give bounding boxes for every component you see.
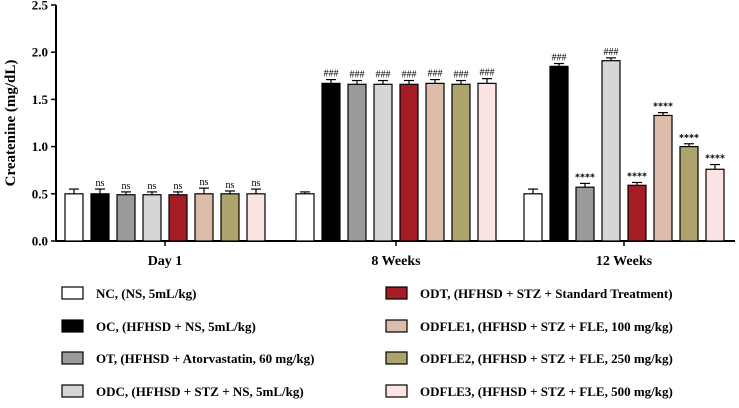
significance-label: ### — [604, 47, 619, 58]
bar — [347, 83, 367, 242]
bar — [373, 83, 393, 242]
significance-label: **** — [627, 171, 647, 182]
significance-label: ns — [174, 181, 183, 192]
legend-swatch — [61, 319, 84, 333]
significance-label: **** — [679, 133, 699, 144]
significance-label: ### — [376, 70, 391, 81]
bar — [321, 82, 341, 242]
bar — [679, 146, 699, 242]
legend-swatch — [61, 286, 84, 300]
y-tick-label: 1.0 — [32, 139, 48, 154]
bar — [451, 83, 471, 242]
legend-label: ODT, (HFHSD + STZ + Standard Treatment) — [420, 286, 673, 301]
legend-swatch — [385, 351, 408, 365]
significance-label: ns — [252, 178, 261, 189]
bar — [90, 193, 110, 242]
significance-label: ns — [122, 181, 131, 192]
x-tick-label: 8 Weeks — [371, 254, 421, 269]
bar — [477, 82, 497, 242]
significance-label: ns — [148, 181, 157, 192]
legend-label: ODFLE1, (HFHSD + STZ + FLE, 100 mg/kg) — [420, 319, 673, 334]
significance-label: ns — [200, 177, 209, 188]
legend-swatch — [61, 384, 84, 398]
bar — [168, 194, 188, 242]
legend-label: ODFLE3, (HFHSD + STZ + FLE, 500 mg/kg) — [420, 384, 673, 399]
bar — [627, 184, 647, 242]
legend-label: OT, (HFHSD + Atorvastatin, 60 mg/kg) — [96, 351, 314, 366]
bar — [246, 193, 266, 242]
legend-swatch — [385, 286, 408, 300]
legend-swatch — [385, 319, 408, 333]
bar — [194, 193, 214, 242]
bar — [64, 193, 84, 242]
significance-label: ### — [552, 53, 567, 64]
significance-label: **** — [575, 172, 595, 183]
bar — [116, 194, 136, 242]
y-axis-label: Createnine (mg/dL) — [3, 60, 19, 187]
bar — [523, 193, 543, 242]
bar — [425, 82, 445, 242]
legend-swatch — [61, 351, 84, 365]
bar — [295, 193, 315, 242]
legend-label: NC, (NS, 5mL/kg) — [96, 286, 196, 301]
x-tick-label: Day 1 — [148, 254, 183, 269]
bar — [705, 168, 725, 242]
significance-label: ns — [96, 178, 105, 189]
bar — [220, 193, 240, 242]
significance-label: ### — [350, 70, 365, 81]
y-tick-label: 2.5 — [32, 0, 49, 13]
significance-label: ### — [480, 68, 495, 79]
y-tick-label: 2.0 — [32, 45, 48, 60]
bar — [549, 65, 569, 242]
y-tick-label: 0.0 — [32, 234, 48, 249]
x-tick-label: 12 Weeks — [596, 254, 653, 269]
legend-swatch — [385, 384, 408, 398]
significance-label: ### — [324, 69, 339, 80]
significance-label: ### — [402, 70, 417, 81]
legend-label: ODC, (HFHSD + STZ + NS, 5mL/kg) — [96, 384, 304, 399]
legend-label: OC, (HFHSD + NS, 5mL/kg) — [96, 319, 256, 334]
significance-label: **** — [653, 102, 673, 113]
bar — [601, 60, 621, 242]
legend-label: ODFLE2, (HFHSD + STZ + FLE, 250 mg/kg) — [420, 351, 673, 366]
y-tick-label: 0.5 — [32, 186, 49, 201]
significance-label: **** — [705, 154, 725, 165]
bar — [399, 83, 419, 242]
significance-label: ### — [454, 70, 469, 81]
y-tick-label: 1.5 — [32, 92, 49, 107]
bar — [142, 194, 162, 242]
significance-label: ns — [226, 180, 235, 191]
bar — [653, 114, 673, 242]
bar — [575, 186, 595, 242]
significance-label: ### — [428, 69, 443, 80]
